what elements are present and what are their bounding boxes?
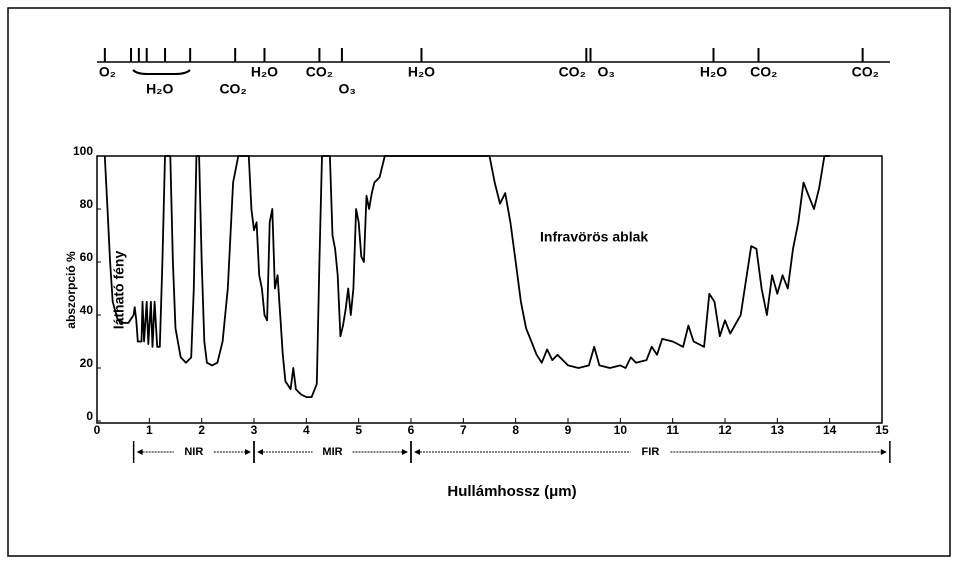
y-tick-label: 60 (80, 250, 94, 264)
absorber-label: O₃ (598, 64, 615, 80)
x-tick-label: 11 (666, 423, 679, 437)
x-tick-label: 4 (303, 423, 310, 437)
x-tick-label: 3 (251, 423, 258, 437)
arrow-head (414, 449, 420, 455)
y-tick-label: 40 (80, 303, 94, 317)
arrow-head (257, 449, 263, 455)
arrow-head (136, 449, 143, 455)
x-tick-label: 6 (408, 423, 415, 437)
y-tick-label: 80 (80, 197, 94, 211)
x-tick-label: 8 (512, 423, 519, 437)
h2o-bracket (132, 69, 191, 75)
arrow-head (402, 449, 408, 455)
x-tick-label: 0 (94, 423, 101, 437)
absorber-label: H₂O (700, 64, 727, 80)
visible-light-label: látható fény (111, 251, 127, 330)
band-label: NIR (184, 446, 203, 458)
x-tick-label: 7 (460, 423, 467, 437)
x-axis-label: Hullámhossz (μm) (447, 483, 576, 500)
x-tick-label: 13 (771, 423, 785, 437)
x-tick-label: 1 (146, 423, 153, 437)
ir-window-label: Infravörös ablak (540, 229, 648, 245)
absorber-label: CO₂ (559, 64, 586, 80)
x-tick-label: 10 (614, 423, 628, 437)
frame (7, 7, 951, 557)
y-tick-label: 100 (73, 144, 93, 158)
absorber-label: H₂O (146, 81, 173, 97)
x-tick-label: 12 (718, 423, 732, 437)
y-axis-label: abszorpció % (64, 251, 78, 329)
absorber-label: CO₂ (306, 64, 333, 80)
x-tick-label: 5 (355, 423, 362, 437)
band-label: FIR (642, 446, 660, 458)
arrow-head (880, 449, 887, 455)
absorber-label: CO₂ (750, 64, 777, 80)
y-tick-label: 20 (80, 356, 94, 370)
x-tick-label: 14 (823, 423, 837, 437)
absorber-label: H₂O (251, 64, 278, 80)
x-tick-label: 15 (875, 423, 889, 437)
absorber-label: CO₂ (852, 64, 879, 80)
absorber-label: O₂ (99, 64, 116, 80)
y-tick-label: 0 (86, 409, 93, 423)
x-tick-label: 9 (565, 423, 572, 437)
band-label: MIR (322, 446, 342, 458)
arrow-head (245, 449, 251, 455)
absorber-label: H₂O (408, 64, 435, 80)
x-tick-label: 2 (198, 423, 205, 437)
absorber-label: CO₂ (219, 81, 246, 97)
absorption-line (103, 155, 830, 398)
absorber-label: O₃ (338, 81, 355, 97)
